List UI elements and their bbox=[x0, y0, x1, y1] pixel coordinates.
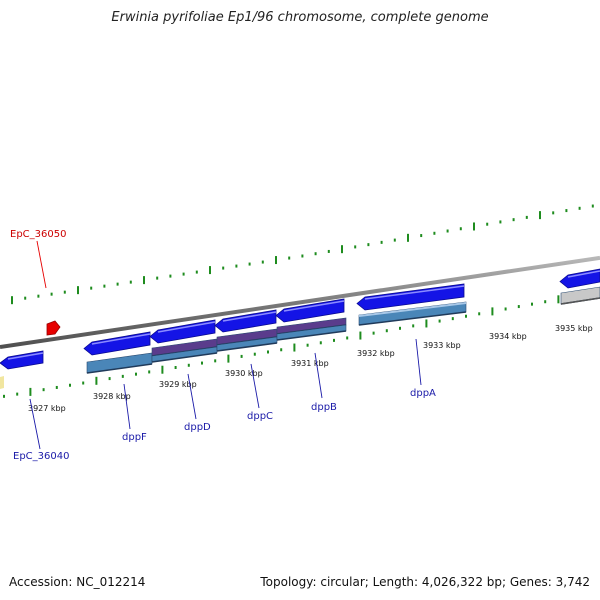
gene-label-EpC_36050: EpC_36050 bbox=[10, 229, 66, 240]
gene-arrow-dppF bbox=[83, 331, 151, 356]
leader-line-EpC_36040 bbox=[29, 398, 41, 450]
kbp-label: 3927 kbp bbox=[28, 404, 66, 413]
leader-line-dppC bbox=[250, 363, 260, 409]
gene-label-dppA: dppA bbox=[410, 388, 436, 399]
leader-line-dppF bbox=[123, 383, 131, 430]
gene-arrow-dppD-shine bbox=[157, 321, 216, 333]
kbp-label: 3933 kbp bbox=[423, 341, 461, 350]
cds-band-dppA-edge bbox=[358, 311, 467, 326]
kbp-scale: 3927 kbp 3928 kbp 3929 kbp 3930 kbp 3931 kbp… bbox=[28, 324, 593, 413]
backbone-line bbox=[0, 255, 600, 349]
topology-summary: Topology: circular; Length: 4,026,322 bp… bbox=[260, 575, 590, 589]
cds-fragment-EpC_36040 bbox=[0, 376, 4, 389]
genome-title: Erwinia pyrifoliae Ep1/96 chromosome, co… bbox=[111, 10, 489, 25]
kbp-label: 3935 kbp bbox=[555, 324, 593, 333]
gene-label-dppD: dppD bbox=[184, 422, 211, 433]
cds-band-dppB-edge bbox=[276, 330, 347, 341]
chromosome-backbone bbox=[0, 255, 600, 349]
kbp-label: 3929 kbp bbox=[159, 380, 197, 389]
gene-label-dppF: dppF bbox=[122, 432, 147, 443]
gene-arrow-dppF-shine bbox=[91, 333, 151, 345]
leader-line-dppD bbox=[187, 373, 197, 420]
leader-line-dppB bbox=[314, 352, 323, 399]
gene-arrow-dppA bbox=[356, 283, 465, 311]
gene-label-dppB: dppB bbox=[311, 402, 337, 413]
cds-band-dppD-edge bbox=[151, 352, 218, 363]
gene-label-EpC_36040: EpC_36040 bbox=[13, 451, 69, 462]
highlight-feature-EpC_36050 bbox=[46, 320, 61, 336]
gene-label-dppC: dppC bbox=[247, 411, 273, 422]
gene-arrow-dppB bbox=[275, 298, 345, 323]
feature-track bbox=[0, 268, 600, 389]
upper-tick-track bbox=[11, 204, 594, 305]
gene-arrow-EpC_36040-shine bbox=[7, 352, 44, 360]
grey-band-right-edge bbox=[560, 286, 600, 305]
kbp-label: 3932 kbp bbox=[357, 349, 395, 358]
leader-line-EpC_36050 bbox=[36, 240, 47, 289]
cds-band-dppF-edge bbox=[86, 363, 153, 374]
cds-shine-dppA bbox=[358, 302, 467, 317]
gene-arrow-dppD bbox=[149, 319, 216, 344]
kbp-label: 3931 kbp bbox=[291, 359, 329, 368]
gene-arrow-dppC bbox=[214, 309, 277, 333]
lower-tick-track bbox=[3, 290, 599, 398]
cds-band-dppC-edge bbox=[216, 342, 278, 352]
leader-line-dppA bbox=[415, 338, 422, 386]
cds-band-dppF bbox=[86, 352, 153, 374]
gene-arrow-right-edge bbox=[559, 268, 600, 289]
gene-labels: EpC_36050 EpC_36040 dppF dppD dppC dppB dppA bbox=[10, 229, 436, 462]
gene-arrow-dppB-shine bbox=[283, 300, 345, 312]
gene-arrow-right-edge-shine bbox=[567, 270, 600, 278]
kbp-label: 3930 kbp bbox=[225, 369, 263, 378]
kbp-label: 3928 kbp bbox=[93, 392, 131, 401]
accession-text: Accession: NC_012214 bbox=[9, 575, 146, 589]
grey-band-edge bbox=[560, 297, 600, 305]
gene-arrow-dppA-shine bbox=[364, 285, 465, 300]
gene-arrow-dppC-shine bbox=[222, 311, 277, 322]
kbp-label: 3934 kbp bbox=[489, 332, 527, 341]
